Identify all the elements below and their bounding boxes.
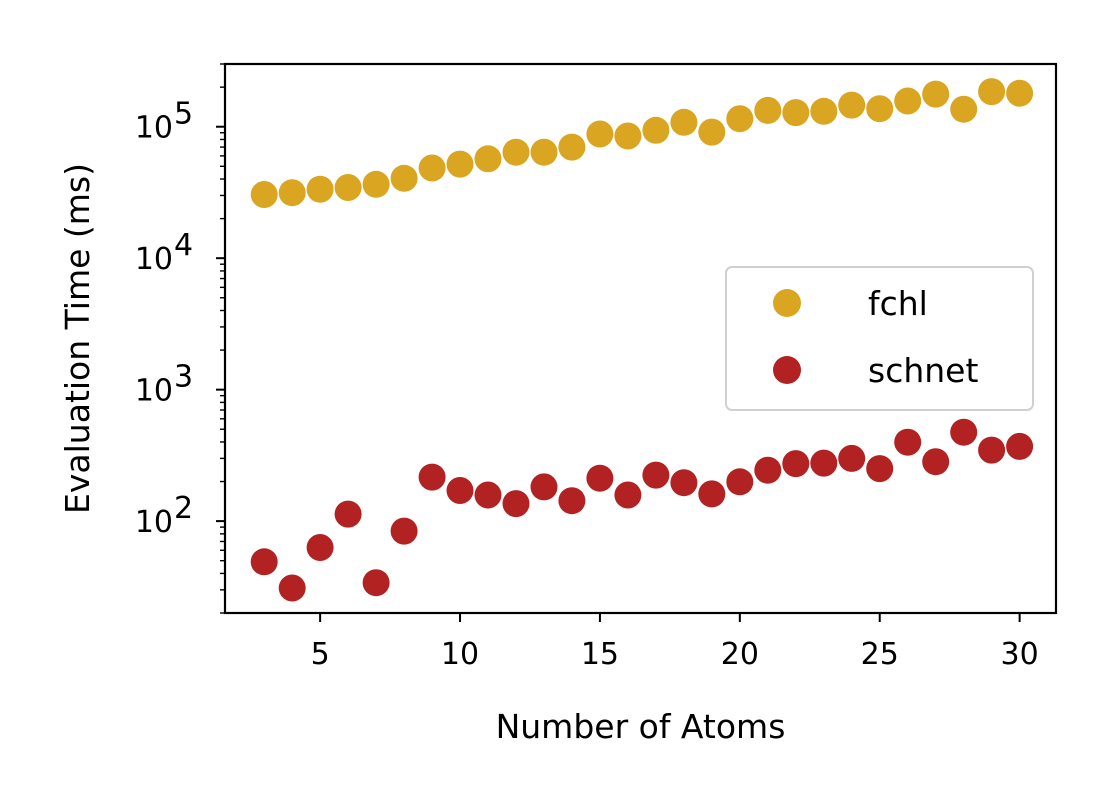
- point-fchl-21: [754, 96, 782, 124]
- point-fchl-9: [418, 154, 446, 182]
- y-tick-label: 10: [135, 111, 173, 146]
- point-fchl-26: [894, 87, 922, 115]
- point-fchl-24: [838, 91, 866, 119]
- point-schnet-21: [754, 456, 782, 484]
- point-fchl-4: [278, 179, 306, 207]
- point-fchl-30: [1006, 79, 1034, 107]
- point-schnet-30: [1006, 432, 1034, 460]
- point-schnet-7: [362, 569, 390, 597]
- x-tick-label: 15: [581, 637, 619, 672]
- point-fchl-25: [866, 95, 894, 123]
- series-fchl: [250, 78, 1034, 208]
- legend-marker-schnet: [773, 356, 801, 384]
- x-tick-label: 20: [721, 637, 759, 672]
- point-schnet-12: [502, 490, 530, 518]
- point-fchl-20: [726, 105, 754, 133]
- legend-item-schnet: schnet: [773, 351, 978, 390]
- point-schnet-11: [474, 481, 502, 509]
- point-fchl-28: [950, 95, 978, 123]
- point-fchl-13: [530, 138, 558, 166]
- point-fchl-19: [698, 118, 726, 146]
- point-fchl-3: [250, 181, 278, 208]
- point-schnet-18: [670, 469, 698, 497]
- point-schnet-8: [390, 517, 418, 545]
- y-tick-exponent: 5: [174, 97, 193, 132]
- point-schnet-28: [950, 418, 978, 446]
- y-tick-exponent: 4: [174, 228, 193, 263]
- y-tick-exponent: 2: [174, 491, 193, 526]
- point-fchl-17: [642, 116, 670, 144]
- legend-marker-fchl: [773, 289, 801, 317]
- point-schnet-3: [250, 548, 278, 576]
- point-fchl-15: [586, 120, 614, 148]
- y-axis-label: Evaluation Time (ms): [58, 163, 97, 514]
- point-fchl-14: [558, 133, 586, 161]
- point-fchl-10: [446, 150, 474, 178]
- x-tick-label: 25: [861, 637, 899, 672]
- point-schnet-4: [278, 574, 306, 602]
- point-fchl-5: [306, 175, 334, 203]
- point-schnet-26: [894, 428, 922, 456]
- legend-box: [725, 266, 1034, 411]
- point-schnet-15: [586, 464, 614, 492]
- legend-item-fchl: fchl: [773, 284, 928, 323]
- y-tick-label: 10: [135, 242, 173, 277]
- legend: fchl schnet: [725, 266, 1034, 411]
- point-schnet-5: [306, 534, 334, 561]
- point-fchl-8: [390, 164, 418, 192]
- plot-frame: [223, 62, 1058, 615]
- point-fchl-18: [670, 108, 698, 136]
- y-tick-label: 10: [135, 374, 173, 409]
- point-schnet-19: [698, 480, 726, 508]
- point-schnet-17: [642, 461, 670, 489]
- point-fchl-16: [614, 122, 642, 150]
- x-axis: 5 10 15 20 25 30: [311, 613, 1039, 672]
- point-schnet-27: [922, 448, 950, 476]
- x-tick-label: 30: [1001, 637, 1039, 672]
- point-schnet-20: [726, 468, 754, 496]
- x-tick-label: 10: [441, 637, 479, 672]
- point-schnet-22: [782, 450, 810, 478]
- y-tick-label: 10: [135, 505, 173, 540]
- point-schnet-23: [810, 449, 838, 477]
- x-tick-label: 5: [311, 637, 330, 672]
- point-schnet-13: [530, 473, 558, 501]
- point-schnet-24: [838, 444, 866, 472]
- point-fchl-6: [334, 174, 362, 201]
- point-schnet-25: [866, 455, 894, 483]
- legend-label-fchl: fchl: [868, 284, 928, 323]
- point-schnet-14: [558, 487, 586, 515]
- point-fchl-7: [362, 170, 390, 198]
- point-schnet-16: [614, 481, 642, 509]
- point-fchl-29: [978, 78, 1006, 106]
- point-fchl-27: [922, 80, 950, 108]
- series-schnet: [250, 418, 1034, 602]
- point-schnet-9: [418, 463, 446, 491]
- point-fchl-22: [782, 99, 810, 127]
- point-fchl-12: [502, 138, 530, 166]
- point-schnet-6: [334, 500, 362, 528]
- x-axis-label: Number of Atoms: [496, 707, 786, 746]
- point-schnet-10: [446, 477, 474, 504]
- point-fchl-23: [810, 97, 838, 125]
- legend-label-schnet: schnet: [868, 351, 978, 390]
- y-tick-exponent: 3: [174, 360, 193, 395]
- point-schnet-29: [978, 436, 1006, 464]
- point-fchl-11: [474, 145, 502, 173]
- series-layer: [250, 78, 1034, 602]
